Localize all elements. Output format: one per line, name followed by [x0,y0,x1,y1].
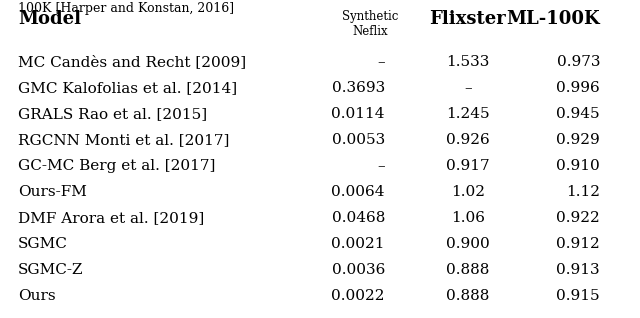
Text: 0.945: 0.945 [556,107,600,121]
Text: 1.06: 1.06 [451,211,485,225]
Text: 0.913: 0.913 [556,263,600,277]
Text: 0.888: 0.888 [446,289,490,303]
Text: –: – [378,159,385,173]
Text: 100K [Harper and Konstan, 2016]: 100K [Harper and Konstan, 2016] [18,2,234,15]
Text: Ours-FM: Ours-FM [18,185,87,199]
Text: 0.0064: 0.0064 [332,185,385,199]
Text: 0.922: 0.922 [556,211,600,225]
Text: 0.0021: 0.0021 [332,237,385,251]
Text: 0.929: 0.929 [556,133,600,147]
Text: GC-MC Berg et al. [2017]: GC-MC Berg et al. [2017] [18,159,216,173]
Text: SGMC-Z: SGMC-Z [18,263,83,277]
Text: 0.915: 0.915 [556,289,600,303]
Text: RGCNN Monti et al. [2017]: RGCNN Monti et al. [2017] [18,133,229,147]
Text: ML-100K: ML-100K [506,10,600,28]
Text: 0.910: 0.910 [556,159,600,173]
Text: 0.973: 0.973 [557,55,600,69]
Text: 0.888: 0.888 [446,263,490,277]
Text: Flixster: Flixster [429,10,506,28]
Text: 0.0022: 0.0022 [332,289,385,303]
Text: 0.926: 0.926 [446,133,490,147]
Text: 0.0053: 0.0053 [332,133,385,147]
Text: 0.0036: 0.0036 [332,263,385,277]
Text: 0.996: 0.996 [556,81,600,95]
Text: DMF Arora et al. [2019]: DMF Arora et al. [2019] [18,211,204,225]
Text: SGMC: SGMC [18,237,68,251]
Text: 0.912: 0.912 [556,237,600,251]
Text: 0.3693: 0.3693 [332,81,385,95]
Text: 1.12: 1.12 [566,185,600,199]
Text: 0.900: 0.900 [446,237,490,251]
Text: GRALS Rao et al. [2015]: GRALS Rao et al. [2015] [18,107,207,121]
Text: –: – [378,55,385,69]
Text: 0.0468: 0.0468 [332,211,385,225]
Text: Synthetic
Neflix: Synthetic Neflix [342,10,398,38]
Text: 1.245: 1.245 [446,107,490,121]
Text: GMC Kalofolias et al. [2014]: GMC Kalofolias et al. [2014] [18,81,237,95]
Text: –: – [464,81,472,95]
Text: 1.02: 1.02 [451,185,485,199]
Text: 0.0114: 0.0114 [332,107,385,121]
Text: Model: Model [18,10,81,28]
Text: 1.533: 1.533 [446,55,490,69]
Text: 0.917: 0.917 [446,159,490,173]
Text: Ours: Ours [18,289,56,303]
Text: MC Candès and Recht [2009]: MC Candès and Recht [2009] [18,55,246,69]
